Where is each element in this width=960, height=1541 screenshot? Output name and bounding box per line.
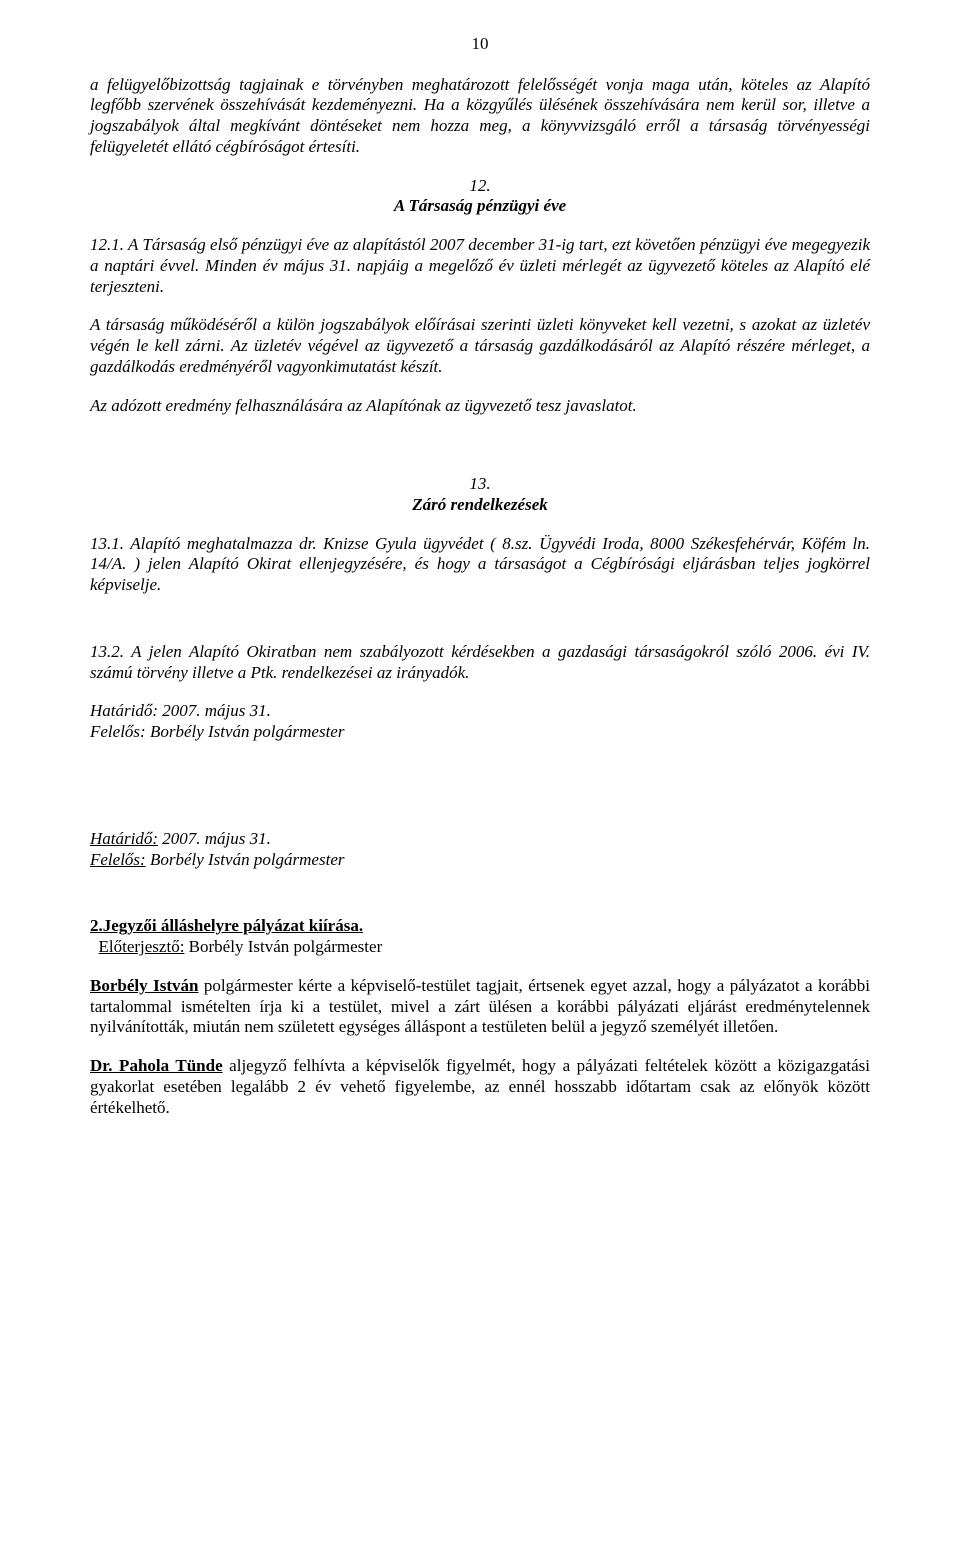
paragraph-13-1: 13.1. Alapító meghatalmazza dr. Knizse G… xyxy=(90,534,870,596)
document-page: 10 a felügyelőbizottság tagjainak e törv… xyxy=(0,0,960,1541)
section-12-number: 12. xyxy=(90,176,870,197)
responsible-label: Felelős: xyxy=(90,850,146,869)
presenter-line: Előterjesztő: Borbély István polgármeste… xyxy=(90,937,870,958)
paragraph-profit-use: Az adózott eredmény felhasználására az A… xyxy=(90,396,870,417)
paragraph-borbely: Borbély István polgármester kérte a képv… xyxy=(90,976,870,1038)
paragraph-12-1: 12.1. A Társaság első pénzügyi éve az al… xyxy=(90,235,870,297)
responsible-value: Borbély István polgármester xyxy=(146,850,345,869)
presenter-label: Előterjesztő: xyxy=(99,937,185,956)
speaker-borbely: Borbély István xyxy=(90,976,198,995)
deadline-value: 2007. május 31. xyxy=(158,829,271,848)
section-13-title: Záró rendelkezések xyxy=(90,495,870,516)
speaker-pahola: Dr. Pahola Tünde xyxy=(90,1056,223,1075)
page-number: 10 xyxy=(90,34,870,55)
responsible-line-1: Felelős: Borbély István polgármester xyxy=(90,722,870,743)
spacer xyxy=(90,614,870,642)
deadline-label: Határidő: xyxy=(90,829,158,848)
agenda-item-2-heading: 2.Jegyzői álláshelyre pályázat kiírása. xyxy=(90,916,870,937)
spacer xyxy=(90,434,870,474)
spacer xyxy=(90,761,870,801)
spacer xyxy=(90,801,870,829)
presenter-name: Borbély István polgármester xyxy=(184,937,382,956)
spacer xyxy=(90,888,870,916)
paragraph-borbely-text: polgármester kérte a képviselő-testület … xyxy=(90,976,870,1036)
paragraph-13-2: 13.2. A jelen Alapító Okiratban nem szab… xyxy=(90,642,870,683)
paragraph-company-books: A társaság működéséről a külön jogszabál… xyxy=(90,315,870,377)
section-12-title: A Társaság pénzügyi éve xyxy=(90,196,870,217)
responsible-line-2: Felelős: Borbély István polgármester xyxy=(90,850,870,871)
deadline-line-2: Határidő: 2007. május 31. xyxy=(90,829,870,850)
deadline-line-1: Határidő: 2007. május 31. xyxy=(90,701,870,722)
section-13-number: 13. xyxy=(90,474,870,495)
paragraph-pahola: Dr. Pahola Tünde aljegyző felhívta a kép… xyxy=(90,1056,870,1118)
agenda-item-2-title: 2.Jegyzői álláshelyre pályázat kiírása. xyxy=(90,916,363,935)
paragraph-1: a felügyelőbizottság tagjainak e törvény… xyxy=(90,75,870,158)
